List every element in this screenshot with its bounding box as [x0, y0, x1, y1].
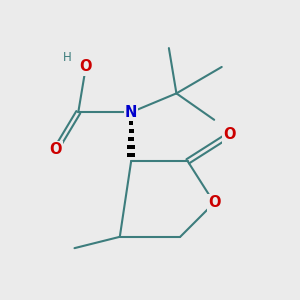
Text: N: N: [125, 105, 137, 120]
Polygon shape: [128, 137, 134, 141]
Text: O: O: [223, 128, 236, 142]
Polygon shape: [128, 145, 135, 149]
Polygon shape: [130, 112, 132, 116]
Polygon shape: [129, 129, 134, 133]
Text: O: O: [80, 59, 92, 74]
Text: O: O: [50, 142, 62, 158]
Polygon shape: [129, 120, 133, 124]
Text: H: H: [63, 51, 71, 64]
Text: O: O: [208, 195, 220, 210]
Polygon shape: [127, 153, 135, 157]
